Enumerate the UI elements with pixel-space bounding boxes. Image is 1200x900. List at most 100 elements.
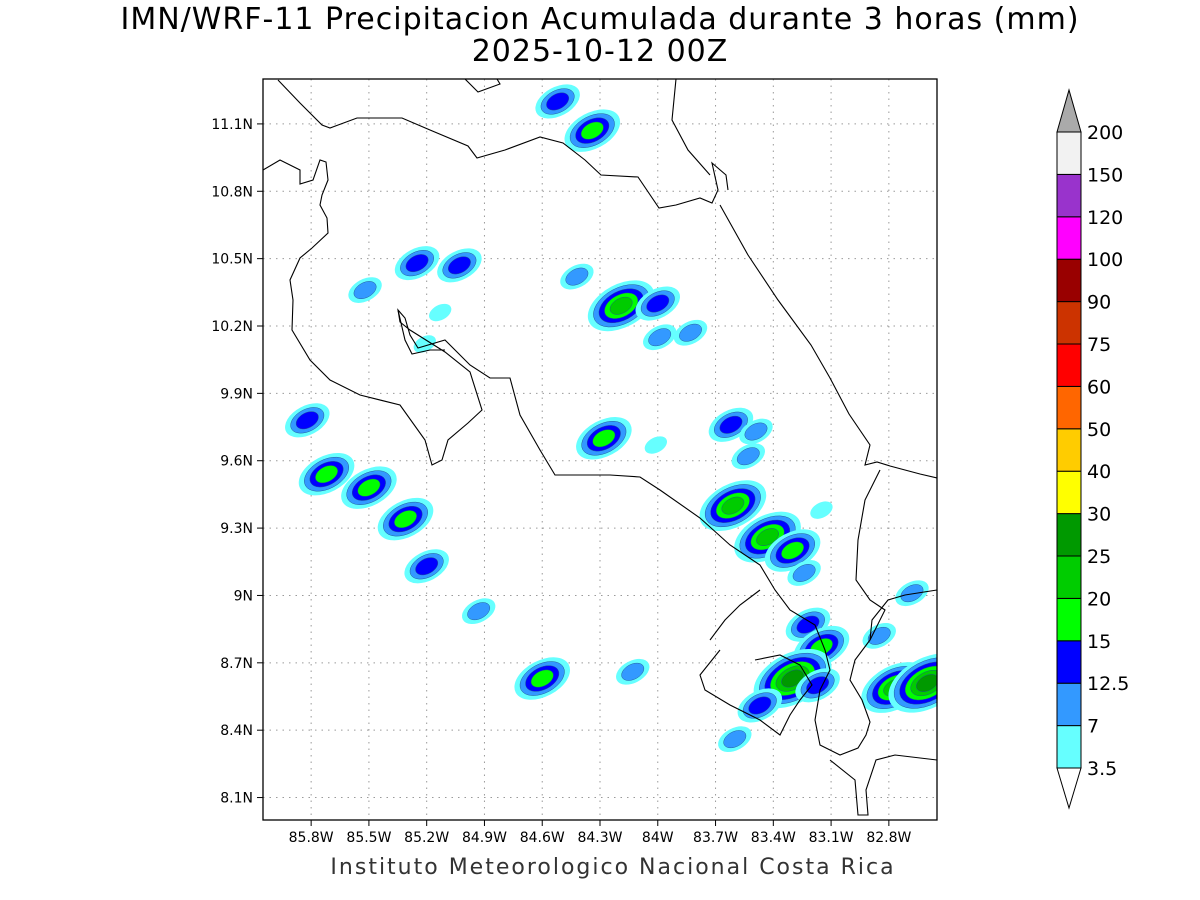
colorbar-label: 50 [1087, 419, 1111, 441]
pacific-coast-north [263, 159, 937, 756]
lat-tick-label: 8.4N [220, 723, 253, 739]
lon-tick-label: 85.5W [346, 830, 391, 846]
colorbar-label: 100 [1087, 249, 1123, 271]
precip-contour-level-3 [781, 541, 804, 560]
colorbar-legend: 3.5 7 12.5 15 20 25 30 40 50 60 75 90 100 120 150 200 [1056, 88, 1129, 810]
coastline-borders [263, 79, 937, 816]
colorbar-swatch [1056, 513, 1082, 557]
precip-contour-level-2 [646, 294, 670, 313]
precip-cell [587, 280, 655, 332]
osa-peninsula [709, 589, 761, 641]
lon-tick-label: 84.9W [462, 830, 507, 846]
precip-contour-level-4 [609, 296, 633, 315]
colorbar-swatch [1056, 682, 1082, 727]
nicaragua-border [277, 79, 729, 209]
colorbar-swatch [1056, 725, 1082, 769]
colorbar-label: 60 [1087, 376, 1111, 398]
colorbar-label: 75 [1087, 334, 1111, 356]
lon-tick-label: 83.4W [751, 830, 796, 846]
precip-contour-level-4 [756, 528, 779, 546]
precip-contour-level-2 [546, 92, 569, 111]
precip-cell [644, 436, 668, 454]
precip-cell [348, 277, 382, 303]
colorbar-swatch [1056, 343, 1082, 387]
precip-cell [413, 335, 436, 353]
precip-contour-level-3 [357, 478, 381, 497]
precip-contour-level-2 [448, 256, 471, 275]
lat-tick-label: 9N [234, 588, 253, 604]
precip-cell [787, 560, 821, 586]
colorbar-label: 40 [1087, 461, 1111, 483]
precip-cell [564, 109, 621, 152]
colorbar-swatch [1056, 597, 1082, 642]
precip-cell [616, 658, 650, 685]
precip-cell [394, 246, 440, 281]
precip-contour-level-1 [621, 662, 645, 681]
precip-cell [341, 466, 397, 509]
precip-contour-level-5 [916, 674, 937, 692]
precip-contour-level-2 [405, 254, 429, 273]
precip-contour-level-0 [429, 303, 452, 322]
colorbar-label: 90 [1087, 292, 1111, 314]
lat-tick-label: 9.6N [220, 454, 253, 470]
lat-tick-label: 11.1N [211, 117, 253, 133]
precip-cell [560, 263, 594, 290]
lat-tick-label: 10.5N [211, 252, 253, 268]
precip-cell [888, 653, 937, 713]
lon-tick-label: 82.8W [866, 830, 911, 846]
precip-cell [404, 549, 449, 584]
colorbar-swatch [1056, 216, 1082, 260]
osa-shore [699, 649, 813, 736]
colorbar-label: 3.5 [1087, 758, 1117, 780]
colorbar-label: 7 [1087, 716, 1099, 738]
colorbar-swatch [1056, 555, 1082, 599]
colorbar-swatch [1056, 258, 1082, 303]
precip-contour-level-1 [900, 584, 924, 603]
latitude-axis: 11.1N 10.8N 10.5N 10.2N 9.9N 9.6N 9.3N 9N 8.7N 8.… [211, 117, 263, 807]
precip-cell [810, 501, 833, 519]
colorbar-label: 20 [1087, 588, 1111, 610]
lat-tick-label: 8.1N [220, 791, 253, 807]
lon-tick-label: 85.8W [289, 830, 334, 846]
footer-credit: Instituto Meteorologico Nacional Costa R… [330, 855, 896, 880]
precip-cell [298, 452, 355, 496]
gulf-nicoya [397, 309, 445, 355]
lat-tick-label: 9.9N [220, 386, 253, 402]
colorbar-swatch [1056, 640, 1082, 684]
lon-tick-label: 84W [642, 830, 674, 846]
precip-cell [535, 84, 580, 119]
lat-tick-label: 9.3N [220, 521, 253, 537]
colorbar-label: 25 [1087, 546, 1111, 568]
burica-peninsula [829, 754, 937, 816]
north-coast [671, 79, 711, 176]
precip-cell [514, 657, 571, 700]
colorbar-swatch [1056, 173, 1082, 218]
precip-contour-level-1 [648, 328, 672, 347]
colorbar-top-arrow [1056, 88, 1082, 133]
colorbar-swatch [1056, 470, 1082, 515]
colorbar-label: 200 [1087, 122, 1123, 144]
lat-tick-label: 8.7N [220, 656, 253, 672]
colorbar-label: 120 [1087, 207, 1123, 229]
precip-contour-level-0 [644, 436, 668, 454]
precip-cell [429, 303, 452, 322]
precip-contour-level-1 [736, 447, 760, 466]
panama-border [855, 469, 886, 641]
colorbar-swatch [1056, 385, 1082, 430]
colorbar-label: 150 [1087, 164, 1123, 186]
caribbean-coast [719, 204, 937, 479]
lon-tick-label: 83.1W [809, 830, 854, 846]
precip-cell [461, 598, 496, 625]
precip-contour-level-3 [530, 669, 554, 688]
colorbar-swatch [1056, 301, 1082, 345]
precip-contour-level-3 [394, 510, 417, 529]
precip-contour-level-0 [413, 335, 436, 353]
map-datetime: 2025-10-12 00Z [471, 34, 729, 69]
precip-cell [673, 319, 708, 346]
precip-cell [731, 443, 765, 470]
map-title: IMN/WRF-11 Precipitacion Acumulada duran… [120, 2, 1080, 37]
precip-cell [895, 580, 929, 607]
precip-contour-level-1 [744, 422, 768, 441]
longitude-axis: 85.8W 85.5W 85.2W 84.9W 84.6W 84.3W 84W 83.7W 83… [289, 820, 912, 846]
precip-cell [635, 286, 681, 321]
